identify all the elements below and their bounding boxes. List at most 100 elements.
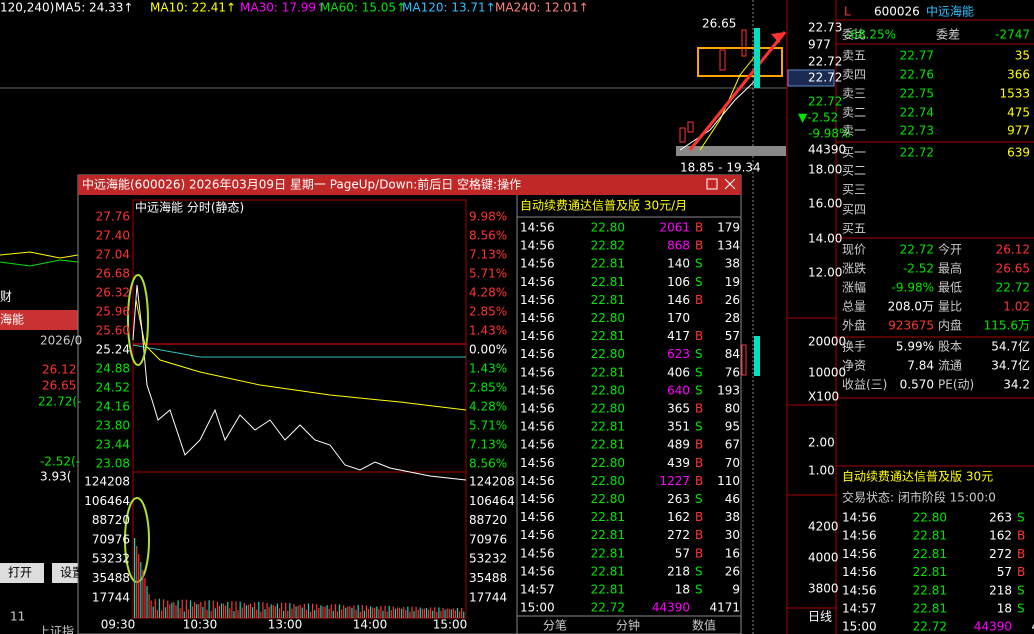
volume-bar [167, 600, 169, 618]
label: 3.93( [40, 470, 71, 484]
trade-count: 84 [725, 347, 740, 361]
volume-bar [403, 606, 405, 618]
trade-price: 22.81 [591, 438, 625, 452]
trade-time: 14:56 [520, 564, 555, 578]
book-vol: 1533 [999, 87, 1030, 101]
label: 22.72(- [38, 395, 81, 409]
volume-bar [299, 604, 301, 618]
volume-bar [359, 611, 361, 618]
axis-label: 1.00 [808, 464, 835, 478]
volume-bar [448, 608, 450, 618]
volume-bar [353, 605, 355, 618]
percent-tick: 7.13% [469, 248, 507, 262]
stat-value: 22.72 [900, 243, 934, 257]
volume-bar [260, 611, 262, 618]
volume-bar [374, 607, 376, 618]
stat-label: 换手 [842, 340, 866, 354]
window-title: 中远海能(600026) 2026年03月09日 星期一 PageUp/Down… [82, 177, 521, 192]
book-price: 22.75 [900, 87, 934, 101]
volume-bar [334, 604, 336, 618]
trade-count: 38 [725, 510, 740, 524]
axis-label: 12.00 [808, 266, 842, 280]
trade-time: 14:56 [520, 492, 555, 506]
trade-price: 22.81 [591, 528, 625, 542]
trade-side: S [695, 257, 703, 271]
volume-bar [365, 605, 368, 618]
volume-bar [268, 606, 270, 618]
trade-vol: 1227 [659, 474, 690, 488]
book-price: 22.77 [900, 49, 934, 63]
volume-tick: 124208 [84, 475, 130, 489]
price-tick: 26.68 [96, 267, 130, 281]
volume-bar [411, 606, 413, 618]
volume-bar [158, 598, 161, 618]
book-label: 卖五 [842, 49, 866, 63]
book-label: 买一 [842, 146, 866, 160]
trade-time: 14:56 [842, 565, 877, 579]
axis-label: 4200 [808, 520, 839, 534]
volume-bar [301, 607, 303, 618]
volume-bar [210, 611, 212, 618]
volume-tick: 17744 [469, 590, 507, 604]
axis-label: 2.00 [808, 436, 835, 450]
trade-price: 22.81 [591, 275, 625, 289]
stat-label: 量比 [938, 300, 962, 314]
volume-bar [216, 601, 218, 618]
volume-bar [324, 606, 326, 618]
trade-price: 22.81 [913, 602, 947, 616]
volume-bar [427, 609, 430, 618]
label: 120,240) [0, 1, 54, 15]
trade-time: 14:56 [520, 257, 555, 271]
trade-price: 22.81 [913, 547, 947, 561]
price-tick: 25.96 [96, 305, 130, 319]
trade-price: 22.81 [591, 293, 625, 307]
trade-vol: 218 [989, 583, 1012, 597]
volume-bar [349, 606, 351, 618]
volume-bar [450, 609, 452, 618]
stat-value: 115.6万 [984, 319, 1030, 333]
trade-vol: 439 [667, 456, 690, 470]
trade-vol: 44390 [974, 620, 1012, 634]
trade-price: 22.80 [591, 311, 625, 325]
volume-bar [394, 608, 397, 618]
trade-vol: 623 [667, 347, 690, 361]
volume-bar [243, 603, 245, 618]
volume-bar [270, 604, 272, 618]
stat-value: 208.0万 [888, 300, 934, 314]
volume-bar [332, 610, 334, 618]
trade-vol: 272 [667, 528, 690, 542]
volume-bar [165, 607, 167, 618]
trade-price: 22.72 [591, 601, 625, 615]
axis-label: 3800 [808, 582, 839, 596]
axis-label: 16.00 [808, 197, 842, 211]
label: 财 [0, 290, 12, 304]
trade-count: 16 [725, 546, 740, 560]
book-price: 22.73 [900, 124, 934, 138]
volume-bar [212, 600, 214, 618]
trade-vol: 162 [667, 510, 690, 524]
volume-bar [347, 606, 349, 618]
volume-bar [388, 605, 390, 618]
ma-label: MA5: 24.33↑ [55, 1, 133, 15]
percent-tick: 5.71% [469, 267, 507, 281]
percent-tick: 8.56% [469, 229, 507, 243]
stat-value: 26.12 [996, 243, 1030, 257]
volume-bar [419, 607, 421, 618]
volume-bar [233, 611, 235, 618]
volume-bar [430, 607, 432, 618]
trade-side: S [695, 383, 703, 397]
trade-count: 46 [725, 492, 740, 506]
volume-bar [138, 554, 140, 618]
volume-bar [369, 606, 372, 618]
volume-bar [189, 600, 192, 618]
ma-label: MA60: 15.05↑ [320, 1, 406, 15]
percent-tick: 2.85% [469, 381, 507, 395]
trade-price: 22.81 [913, 583, 947, 597]
label: 11 [10, 610, 25, 624]
volume-bar [208, 600, 210, 618]
trade-side: B [695, 438, 703, 452]
volume-tick: 70976 [469, 532, 507, 546]
book-label: 卖一 [842, 124, 866, 138]
trade-count: 193 [717, 383, 740, 397]
